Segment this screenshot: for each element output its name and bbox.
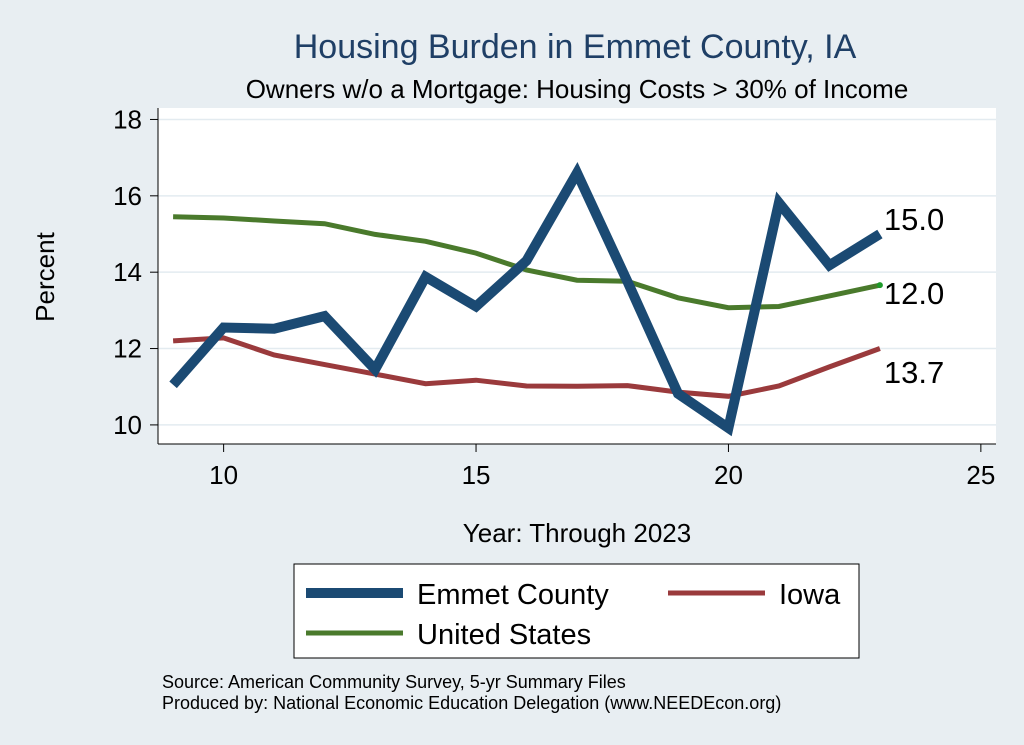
end-label-emmet-county: 15.0 bbox=[884, 202, 944, 237]
x-tick-label: 25 bbox=[966, 460, 995, 490]
chart-subtitle: Owners w/o a Mortgage: Housing Costs > 3… bbox=[246, 74, 909, 104]
series-line-emmet-county bbox=[169, 162, 883, 437]
legend: Emmet County Iowa United States bbox=[293, 563, 860, 659]
y-tick-label: 18 bbox=[113, 104, 142, 134]
legend-box bbox=[293, 563, 860, 659]
source-line: Source: American Community Survey, 5-yr … bbox=[162, 672, 626, 692]
x-tick-label: 20 bbox=[714, 460, 743, 490]
plot-area bbox=[158, 108, 996, 444]
series-line-united-states bbox=[173, 214, 881, 311]
x-tick-label: 10 bbox=[209, 460, 238, 490]
legend-label-iowa: Iowa bbox=[779, 579, 841, 611]
y-tick-label: 12 bbox=[113, 334, 142, 364]
x-axis-title: Year: Through 2023 bbox=[463, 518, 691, 548]
y-tick-label: 10 bbox=[113, 410, 142, 440]
legend-label-united-states: United States bbox=[417, 619, 591, 651]
y-axis-title: Percent bbox=[30, 231, 60, 321]
end-label-iowa: 12.0 bbox=[884, 276, 944, 311]
series-line-iowa bbox=[172, 335, 881, 399]
produced-by-line: Produced by: National Economic Education… bbox=[162, 693, 781, 713]
series-end-marker-united-states bbox=[876, 282, 883, 289]
x-tick-label: 15 bbox=[462, 460, 491, 490]
y-tick-label: 14 bbox=[113, 257, 142, 287]
end-label-united-states: 13.7 bbox=[884, 355, 944, 390]
legend-label-emmet-county: Emmet County bbox=[417, 579, 609, 611]
chart-title: Housing Burden in Emmet County, IA bbox=[294, 28, 857, 66]
y-tick-label: 16 bbox=[113, 181, 142, 211]
